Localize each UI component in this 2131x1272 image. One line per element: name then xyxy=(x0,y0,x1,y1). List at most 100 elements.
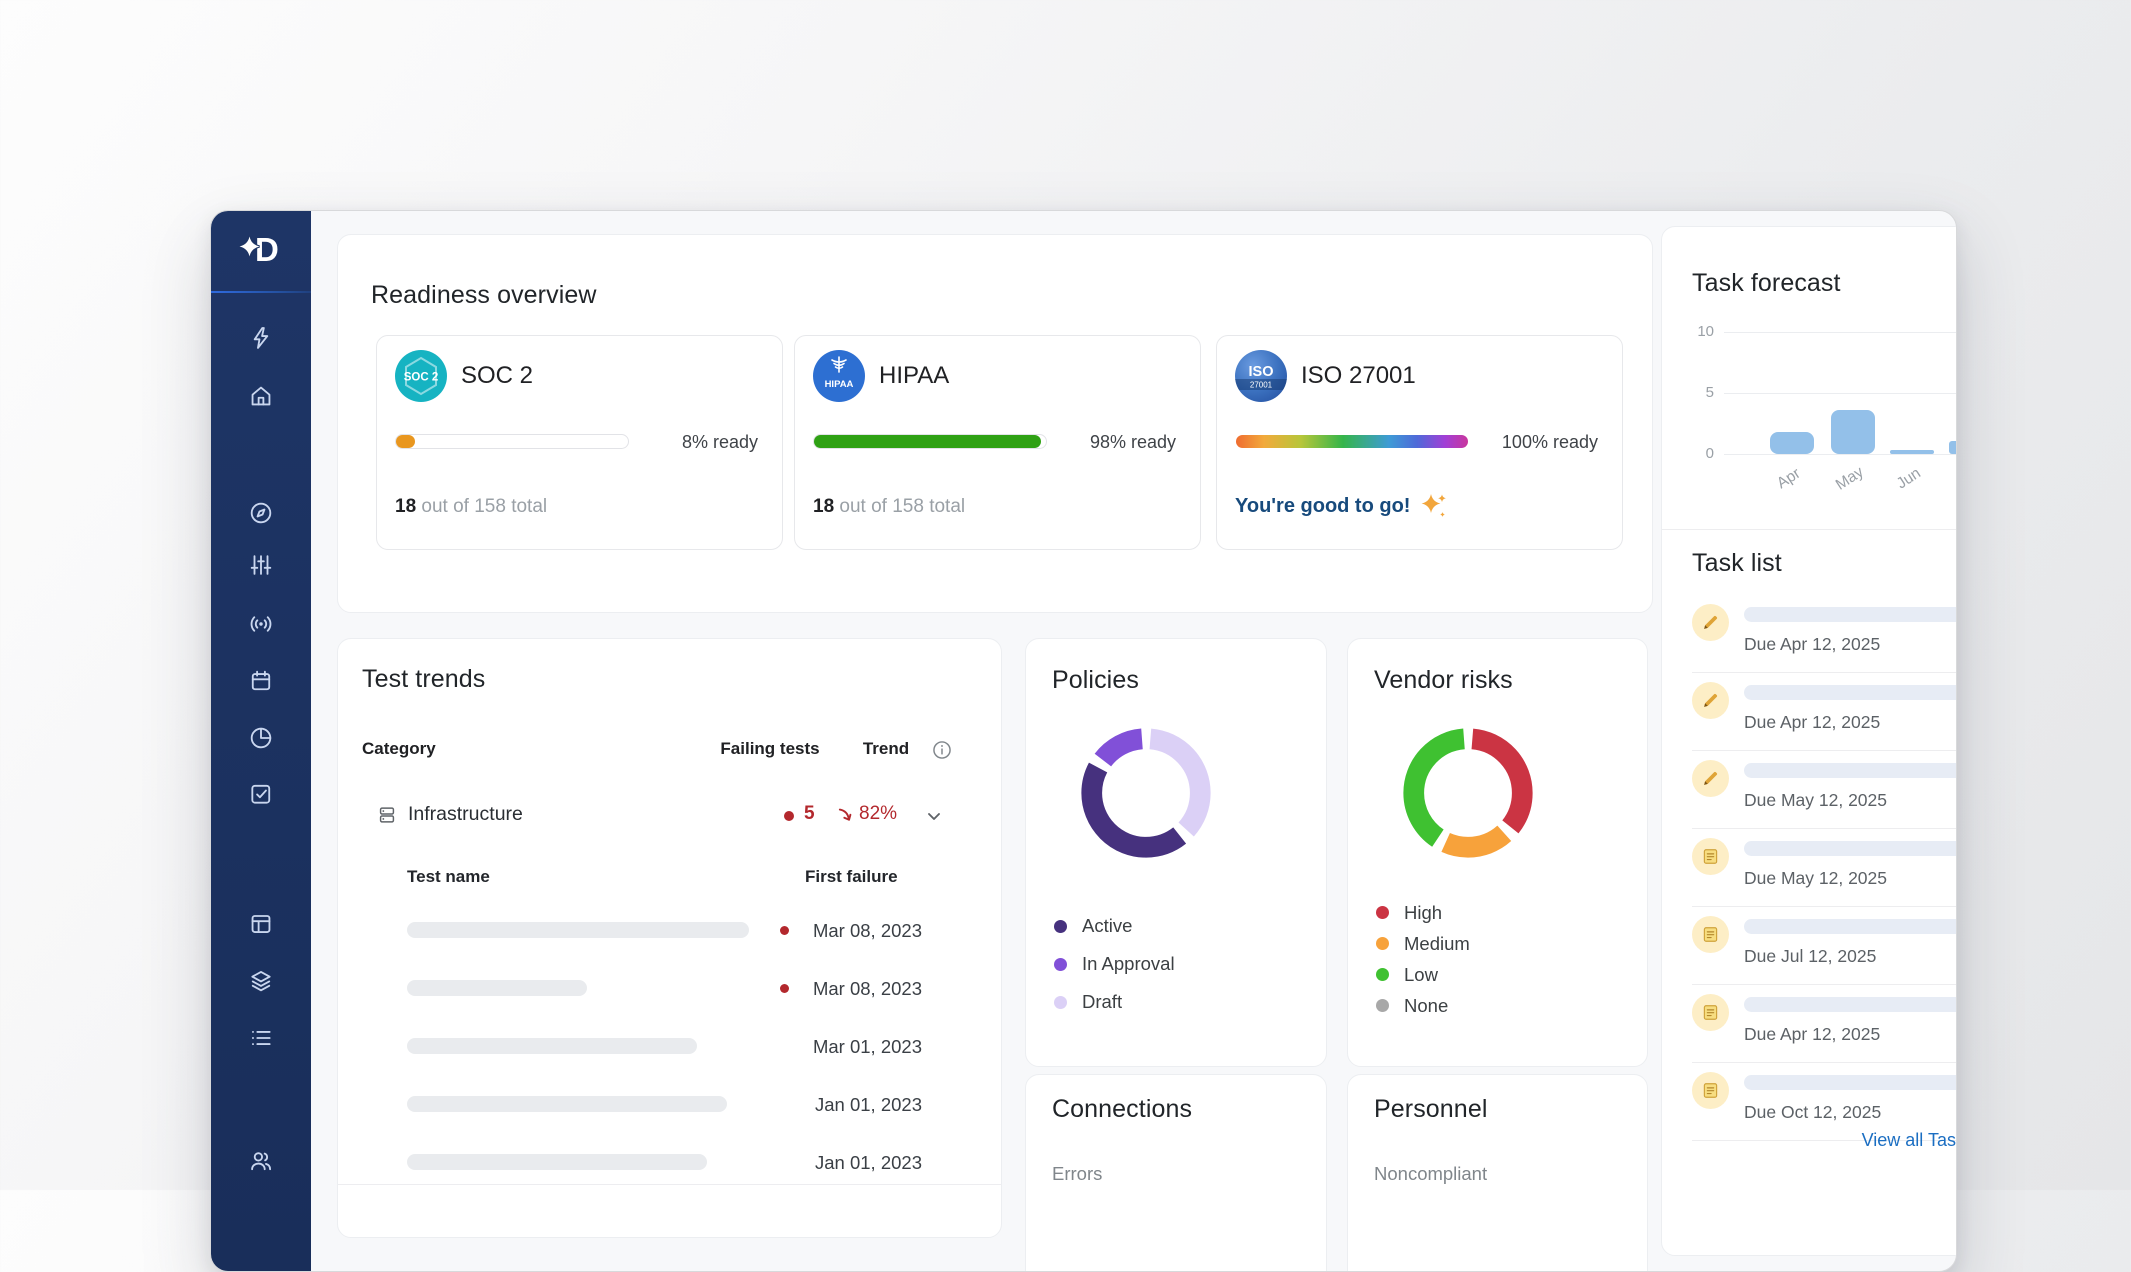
sidebar-item-list-icon[interactable] xyxy=(248,1025,274,1051)
task-forecast-chart: 10 5 0 Apr May Jun Jul xyxy=(1662,227,1957,507)
sidebar-item-layers-icon[interactable] xyxy=(248,968,274,994)
sidebar-item-checkbox-icon[interactable] xyxy=(248,781,274,807)
task-title-skeleton xyxy=(1744,607,1956,622)
sidebar-item-layout-icon[interactable] xyxy=(248,911,274,937)
task-item[interactable]: Due Apr 12, 2025 xyxy=(1692,595,1956,673)
legend-item-in-approval: In Approval xyxy=(1054,945,1312,983)
task-item[interactable]: Due Apr 12, 2025 xyxy=(1692,673,1956,751)
vendor-risks-donut-chart xyxy=(1394,719,1542,867)
ready-percent-label: 100% ready xyxy=(1501,432,1598,452)
legend-item-high: High xyxy=(1376,897,1633,928)
test-name-skeleton xyxy=(407,980,587,996)
framework-name: HIPAA xyxy=(879,362,950,389)
failing-dot xyxy=(780,984,789,993)
note-icon xyxy=(1692,916,1729,953)
framework-card-iso27001[interactable]: ISO 27001 ISO 27001 100% ready You're good t… xyxy=(1216,335,1623,550)
sidebar-item-home-icon[interactable] xyxy=(248,383,274,409)
column-trend: Trend xyxy=(862,739,910,758)
task-title-skeleton xyxy=(1744,841,1956,856)
connections-status-label: Errors xyxy=(1052,1163,1103,1184)
framework-card-soc2[interactable]: SOC 2 SOC 2 8% ready 18 out of 158 total xyxy=(376,335,783,550)
task-item[interactable]: Due May 12, 2025 xyxy=(1692,751,1956,829)
server-icon xyxy=(376,804,398,826)
category-row-infrastructure[interactable]: Infrastructure 5 82% xyxy=(338,802,1001,830)
sidebar-item-broadcast-icon[interactable] xyxy=(248,611,274,637)
first-failure-date: Mar 08, 2023 xyxy=(812,978,922,999)
policies-card: Policies Active In Approval Draft xyxy=(1025,638,1327,1067)
task-forecast-title: Task forecast xyxy=(1692,269,1841,297)
test-name-skeleton xyxy=(407,1154,707,1170)
drata-logo[interactable]: D xyxy=(211,225,311,275)
connections-title: Connections xyxy=(1052,1095,1193,1123)
x-axis-tick-label: May xyxy=(1832,463,1867,494)
framework-name: ISO 27001 xyxy=(1301,362,1416,389)
task-item[interactable]: Due Apr 12, 2025 xyxy=(1692,985,1956,1063)
task-rail-card: Task forecast 10 5 0 Apr May Jun Jul Task list… xyxy=(1661,226,1957,1256)
task-due-date: Due Apr 12, 2025 xyxy=(1744,1024,1881,1044)
legend-dot xyxy=(1054,919,1067,933)
readiness-title: Readiness overview xyxy=(371,281,597,309)
good-to-go-message: You're good to go! xyxy=(1235,492,1448,520)
test-row[interactable]: Mar 01, 2023 xyxy=(338,1017,1001,1075)
column-category: Category xyxy=(362,739,436,758)
framework-card-hipaa[interactable]: HIPAA HIPAA 98% ready 18 out of 158 total xyxy=(794,335,1201,550)
legend-dot xyxy=(1376,906,1389,919)
legend-dot xyxy=(1376,937,1389,950)
pencil-icon xyxy=(1692,760,1729,797)
column-first-failure: First failure xyxy=(805,867,898,886)
vendor-risks-card: Vendor risks High Medium Low None xyxy=(1347,638,1648,1067)
legend-dot xyxy=(1054,957,1067,971)
test-row[interactable]: Jan 01, 2023 xyxy=(338,1133,1001,1191)
personnel-status-label: Noncompliant xyxy=(1374,1163,1488,1184)
sidebar-item-compass-icon[interactable] xyxy=(248,500,274,526)
sidebar-item-users-icon[interactable] xyxy=(248,1148,274,1174)
ready-percent-label: 98% ready xyxy=(1089,432,1176,452)
x-axis-tick-label: Apr xyxy=(1773,464,1804,493)
task-title-skeleton xyxy=(1744,1075,1956,1090)
sidebar-item-calendar-icon[interactable] xyxy=(248,668,274,694)
legend-item-low: Low xyxy=(1376,959,1633,990)
forecast-bar-apr xyxy=(1770,432,1814,454)
note-icon xyxy=(1692,1072,1729,1109)
app-window: D Readiness overview SOC 2 SOC 2 8% ready 1… xyxy=(210,210,1957,1272)
sidebar-item-pie-chart-icon[interactable] xyxy=(248,725,274,751)
hipaa-badge-icon: HIPAA xyxy=(813,350,865,402)
legend-dot xyxy=(1054,995,1067,1009)
legend-label: Low xyxy=(1404,963,1438,985)
task-title-skeleton xyxy=(1744,997,1956,1012)
test-row[interactable]: Mar 08, 2023 xyxy=(338,901,1001,959)
test-name-skeleton xyxy=(407,1096,727,1112)
sidebar-divider xyxy=(211,291,311,293)
sidebar-item-lightning-icon[interactable] xyxy=(248,325,274,351)
table-bottom-divider xyxy=(338,1184,1001,1185)
total-label: 18 out of 158 total xyxy=(395,496,548,517)
info-icon[interactable] xyxy=(931,739,953,761)
personnel-card: Personnel Noncompliant xyxy=(1347,1074,1648,1271)
legend-item-none: None xyxy=(1376,990,1633,1021)
test-row[interactable]: Jan 01, 2023 xyxy=(338,1075,1001,1133)
iso27001-badge-icon: ISO 27001 xyxy=(1235,350,1287,402)
legend-label: None xyxy=(1404,994,1449,1016)
first-failure-date: Mar 08, 2023 xyxy=(812,920,922,941)
task-title-skeleton xyxy=(1744,685,1956,700)
vendor-risks-legend: High Medium Low None xyxy=(1376,897,1633,1021)
sidebar-item-sliders-icon[interactable] xyxy=(248,552,274,578)
gridline xyxy=(1724,332,1956,333)
view-all-tasks-link[interactable]: View all Tasks xyxy=(1861,1130,1956,1150)
task-item[interactable]: Due Jul 12, 2025 xyxy=(1692,907,1956,985)
task-item[interactable]: Due Oct 12, 2025 xyxy=(1692,1063,1956,1141)
x-axis-tick-label: Jul xyxy=(1954,466,1957,492)
task-item[interactable]: Due May 12, 2025 xyxy=(1692,829,1956,907)
y-axis-tick-label: 0 xyxy=(1705,445,1714,462)
test-name-skeleton xyxy=(407,1038,697,1054)
task-list: Due Apr 12, 2025 Due Apr 12, 2025 Due May … xyxy=(1692,595,1956,1141)
task-due-date: Due May 12, 2025 xyxy=(1744,790,1888,810)
failing-dot xyxy=(780,926,789,935)
task-title-skeleton xyxy=(1744,763,1956,778)
legend-label: In Approval xyxy=(1082,953,1175,974)
task-list-title: Task list xyxy=(1692,549,1782,577)
y-axis-tick-label: 5 xyxy=(1705,384,1714,401)
first-failure-date: Jan 01, 2023 xyxy=(815,1094,922,1115)
test-row[interactable]: Mar 08, 2023 xyxy=(338,959,1001,1017)
chevron-down-icon[interactable] xyxy=(922,804,946,828)
